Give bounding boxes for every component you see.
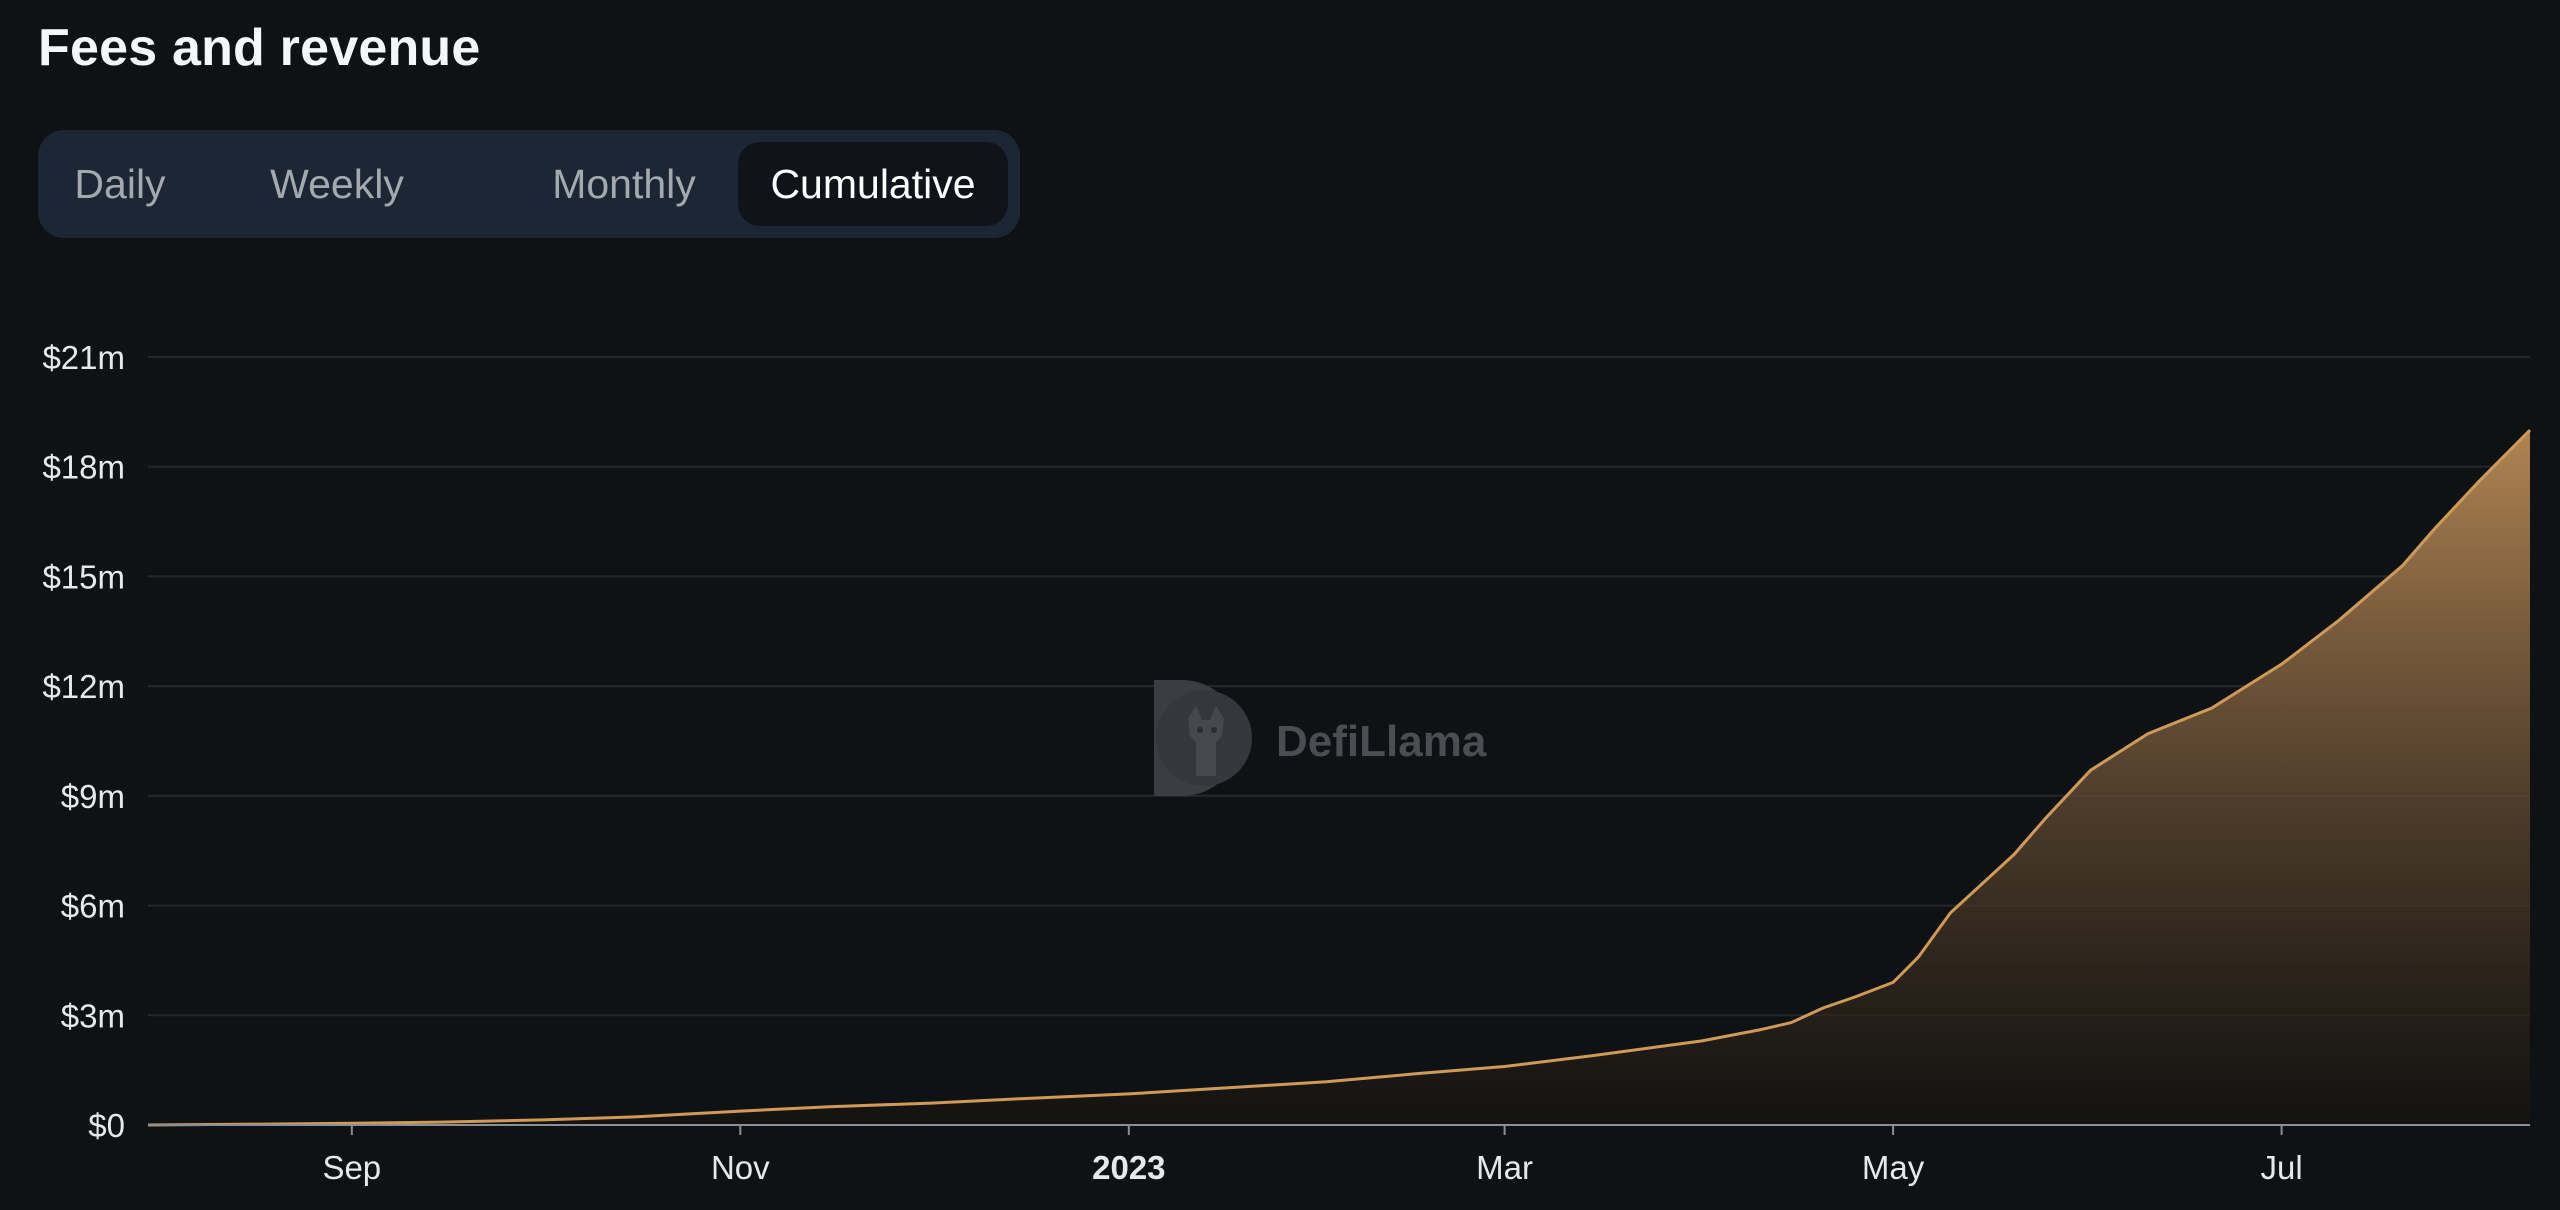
- y-tick-label: $0: [88, 1107, 125, 1144]
- tab-daily[interactable]: Daily: [74, 161, 166, 207]
- x-axis-labels: Sep Nov 2023 Mar May Jul: [322, 1125, 2303, 1186]
- y-tick-label: $15m: [42, 558, 125, 595]
- tab-cumulative[interactable]: Cumulative: [738, 142, 1008, 226]
- cumulative-line: [147, 429, 2532, 1127]
- period-tab-bar: Daily Weekly Monthly Cumulative: [38, 130, 1020, 238]
- page-title: Fees and revenue: [38, 19, 481, 77]
- y-tick-label: $12m: [42, 668, 125, 705]
- y-axis-labels: $0 $3m $6m $9m $12m $15m $18m $21m: [42, 339, 125, 1144]
- cumulative-area: [148, 430, 2530, 1126]
- x-tick-label: May: [1862, 1149, 1925, 1186]
- llama-logo-icon: [1154, 680, 1252, 796]
- y-tick-label: $18m: [42, 449, 125, 486]
- x-tick-label: Sep: [322, 1149, 381, 1186]
- y-tick-label: $3m: [61, 997, 125, 1034]
- y-tick-label: $6m: [61, 888, 125, 925]
- tab-monthly[interactable]: Monthly: [552, 161, 696, 207]
- y-tick-label: $21m: [42, 339, 125, 376]
- x-tick-label: Mar: [1476, 1149, 1533, 1186]
- x-tick-label: 2023: [1092, 1149, 1165, 1186]
- y-tick-label: $9m: [61, 778, 125, 815]
- x-tick-label: Nov: [711, 1149, 770, 1186]
- defillama-watermark: DefiLlama: [1154, 680, 1487, 796]
- x-tick-label: Jul: [2261, 1149, 2303, 1186]
- watermark-text: DefiLlama: [1276, 717, 1487, 766]
- tab-weekly[interactable]: Weekly: [270, 161, 404, 207]
